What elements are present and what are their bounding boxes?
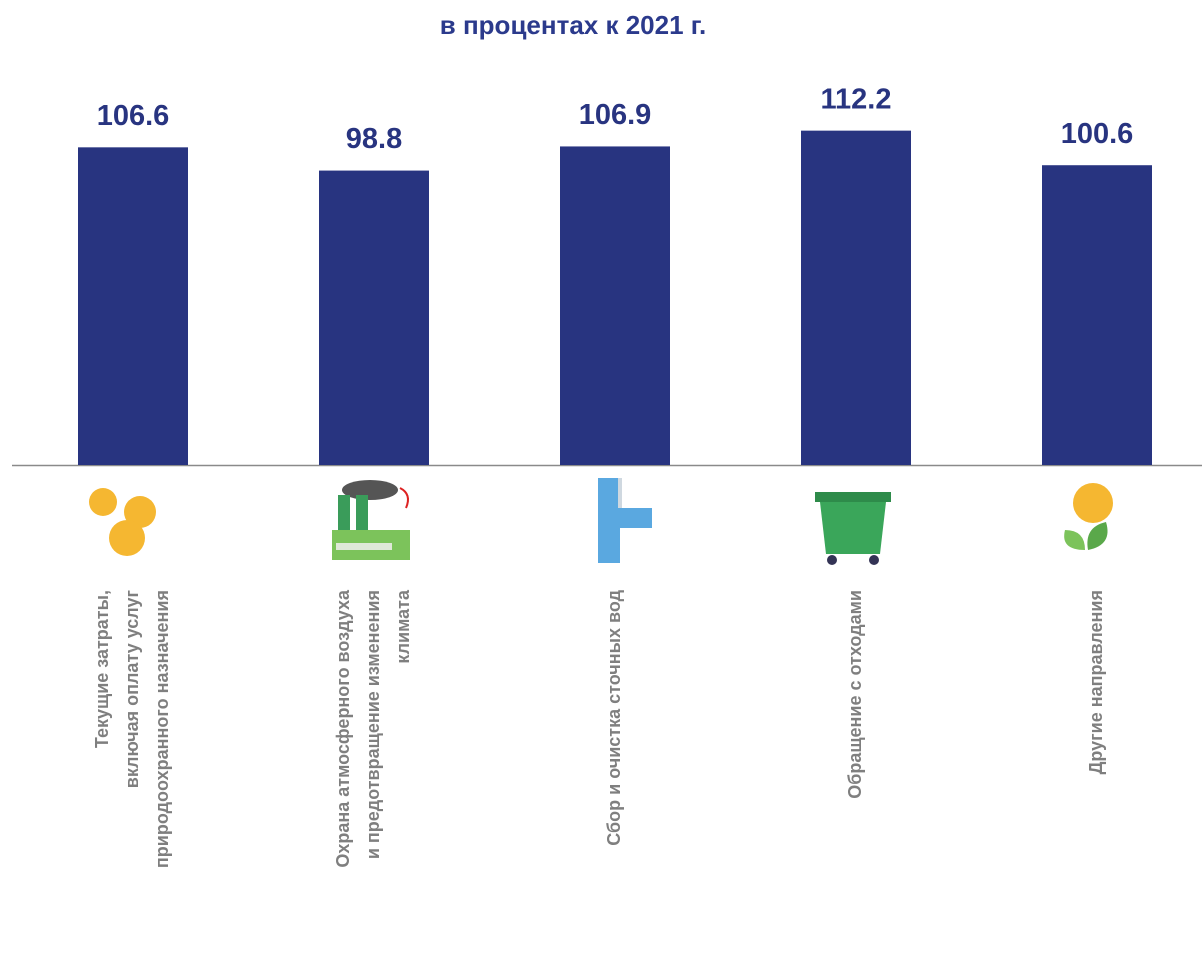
x-tick-label: Охрана атмосферного воздуха [333, 589, 353, 868]
value-label: 98.8 [346, 123, 402, 155]
icon-coins [89, 488, 156, 556]
bar [1042, 165, 1152, 465]
x-tick-label: климата [393, 589, 413, 664]
x-tick-label: природоохранного назначения [152, 590, 172, 868]
icon-bin [815, 492, 891, 565]
x-tick-label: Обращение с отходами [845, 590, 865, 799]
value-label: 106.9 [579, 99, 652, 131]
bar [560, 146, 670, 466]
value-label: 106.6 [97, 100, 170, 132]
value-label: 100.6 [1061, 118, 1134, 150]
icon-factory [332, 480, 410, 560]
bar [319, 170, 429, 466]
x-tick-label: Текущие затраты, [92, 590, 112, 748]
chart-title: в процентах к 2021 г. [440, 10, 706, 40]
bar [78, 147, 188, 465]
icon-plant-coin [1064, 483, 1113, 550]
x-tick-label: Сбор и очистка сточных вод [604, 589, 624, 845]
x-tick-label: и предотвращение изменения [363, 590, 383, 859]
x-tick-label: Другие направления [1086, 590, 1106, 774]
icon-pipe [598, 478, 652, 563]
x-tick-label: включая оплату услуг [122, 590, 142, 789]
value-label: 112.2 [821, 83, 892, 115]
bar [801, 130, 911, 466]
